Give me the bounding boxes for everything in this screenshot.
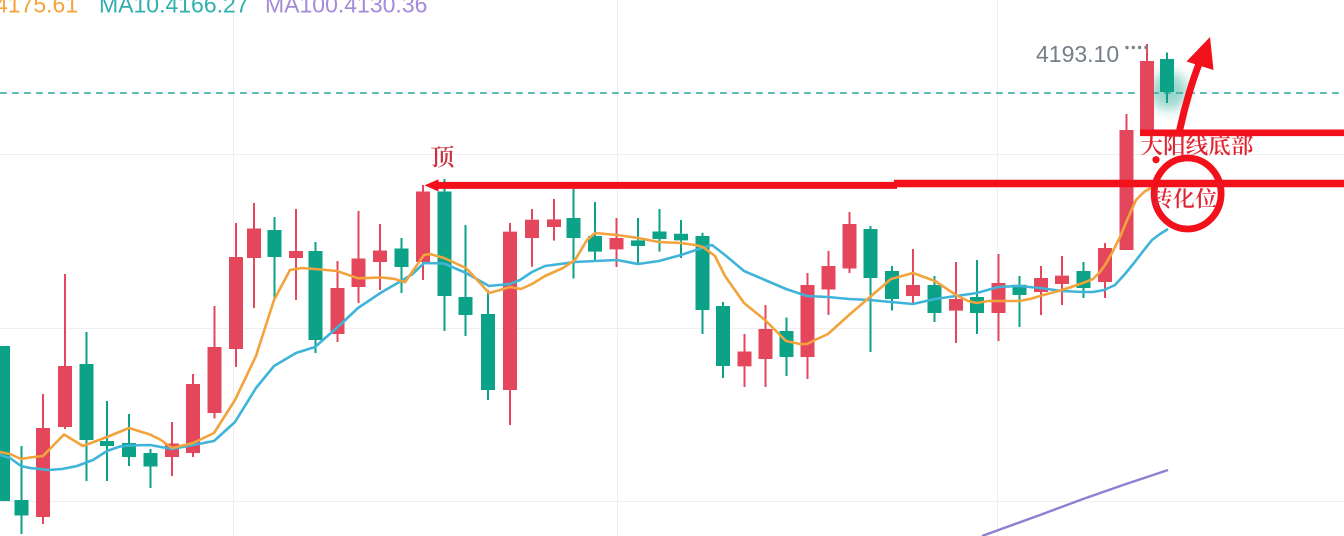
svg-text:MA10.4166.27: MA10.4166.27 <box>99 0 249 18</box>
svg-text:4193.10: 4193.10 <box>1036 41 1119 67</box>
svg-text:MA100.4130.36: MA100.4130.36 <box>265 0 427 18</box>
svg-text:4175.61: 4175.61 <box>0 0 78 18</box>
